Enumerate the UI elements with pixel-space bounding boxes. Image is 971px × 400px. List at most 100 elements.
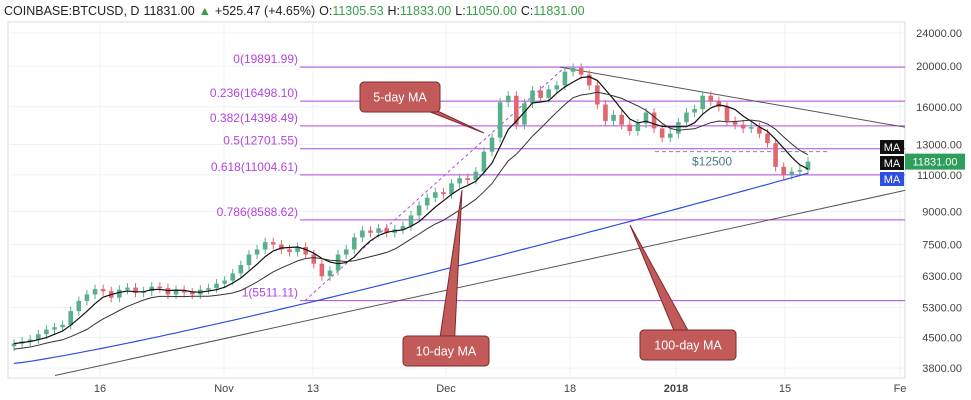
high-label: H: bbox=[387, 4, 401, 18]
candle bbox=[133, 287, 138, 293]
x-tick-label: 16 bbox=[94, 383, 106, 395]
support-trendline bbox=[54, 189, 906, 376]
candle bbox=[732, 120, 738, 125]
candle bbox=[368, 230, 373, 233]
candle bbox=[797, 169, 803, 172]
candle bbox=[586, 74, 592, 86]
candle bbox=[343, 249, 349, 255]
candle bbox=[376, 228, 381, 233]
callout-10-day-ma-label: 10-day MA bbox=[416, 345, 477, 359]
candle bbox=[206, 288, 211, 290]
candle bbox=[433, 192, 438, 198]
fib-level-label: 0.5(12701.55) bbox=[223, 134, 298, 148]
candle bbox=[667, 133, 673, 138]
y-tick-label: 4500.00 bbox=[922, 332, 962, 344]
ma-badge-3 bbox=[880, 172, 904, 186]
candle bbox=[238, 265, 244, 274]
candle bbox=[279, 244, 284, 250]
candle bbox=[165, 288, 171, 295]
ma-badge-1 bbox=[880, 140, 904, 154]
low-label: L: bbox=[455, 4, 466, 18]
y-tick-label: 20000.00 bbox=[916, 61, 962, 73]
last-price-badge bbox=[905, 153, 965, 170]
candle bbox=[441, 192, 446, 195]
candle bbox=[595, 85, 600, 105]
low-value: 11050.00 bbox=[465, 4, 517, 18]
candle bbox=[570, 68, 576, 72]
x-tick-label: Fe bbox=[894, 383, 907, 395]
candle bbox=[514, 95, 519, 125]
candle bbox=[311, 254, 317, 264]
high-value: 11833.00 bbox=[400, 4, 452, 18]
candle bbox=[522, 103, 527, 125]
callout-5-day-ma-box bbox=[359, 81, 441, 113]
candle bbox=[505, 95, 511, 103]
candle bbox=[125, 287, 130, 290]
candle bbox=[773, 143, 778, 167]
ma-badge-3-label: MA bbox=[884, 174, 901, 186]
candle bbox=[449, 183, 454, 195]
y-tick-label: 24000.00 bbox=[916, 28, 962, 40]
fib-level-label: 0.618(11004.61) bbox=[211, 160, 298, 174]
fib-level-label: 0.236(16498.10) bbox=[210, 86, 298, 100]
candle bbox=[424, 197, 430, 206]
candle bbox=[246, 254, 252, 266]
candle bbox=[173, 290, 179, 295]
resistance-trendline bbox=[559, 66, 906, 128]
candle bbox=[76, 300, 82, 312]
candle bbox=[692, 109, 697, 113]
candle bbox=[789, 171, 795, 175]
candle bbox=[554, 85, 560, 90]
candle bbox=[44, 329, 49, 335]
candle bbox=[603, 104, 608, 121]
fib-level-label: 0(19891.99) bbox=[233, 52, 298, 66]
candle bbox=[716, 101, 722, 107]
candle bbox=[222, 280, 227, 284]
change-arrow-icon: ▲ bbox=[198, 4, 212, 18]
candle bbox=[481, 151, 487, 172]
candle bbox=[619, 114, 624, 125]
chart-header: COINBASE:BTCUSD, D 11831.00 ▲ +525.47 (+… bbox=[4, 2, 585, 20]
candle bbox=[92, 289, 98, 295]
candle bbox=[360, 230, 365, 238]
candle bbox=[700, 95, 705, 110]
last-price: 11831.00 bbox=[143, 4, 195, 18]
candle bbox=[578, 68, 584, 75]
candle bbox=[303, 246, 308, 255]
candle bbox=[457, 178, 462, 184]
x-tick-label: Nov bbox=[214, 383, 234, 395]
plot-area bbox=[7, 21, 906, 379]
change-value: +525.47 (+4.65%) bbox=[215, 4, 316, 18]
candle bbox=[757, 127, 762, 134]
candle bbox=[562, 71, 568, 86]
candle bbox=[627, 124, 633, 132]
candle bbox=[416, 205, 422, 216]
y-tick-label: 13000.00 bbox=[916, 140, 962, 152]
candle bbox=[262, 242, 268, 250]
candle bbox=[538, 90, 543, 98]
candle bbox=[408, 215, 414, 227]
candle bbox=[295, 246, 300, 252]
x-tick-label: 18 bbox=[564, 383, 576, 395]
y-tick-label: 3800.00 bbox=[922, 363, 962, 375]
candle bbox=[781, 166, 786, 175]
candle bbox=[765, 133, 770, 144]
candle bbox=[724, 106, 730, 121]
candle bbox=[60, 324, 65, 328]
candle bbox=[157, 286, 163, 289]
candle bbox=[11, 343, 17, 347]
candle bbox=[270, 242, 276, 245]
open-label: O: bbox=[319, 4, 333, 18]
close-value: 11831.00 bbox=[533, 4, 585, 18]
close-label: C: bbox=[520, 4, 534, 18]
candle bbox=[805, 161, 811, 170]
y-tick-label: 16000.00 bbox=[916, 102, 962, 114]
candle bbox=[643, 112, 649, 124]
callout-100-day-ma-box bbox=[639, 329, 737, 361]
candle bbox=[230, 273, 236, 281]
candle bbox=[189, 292, 195, 295]
candle bbox=[327, 270, 333, 277]
candle bbox=[651, 112, 657, 129]
candle bbox=[84, 294, 90, 301]
